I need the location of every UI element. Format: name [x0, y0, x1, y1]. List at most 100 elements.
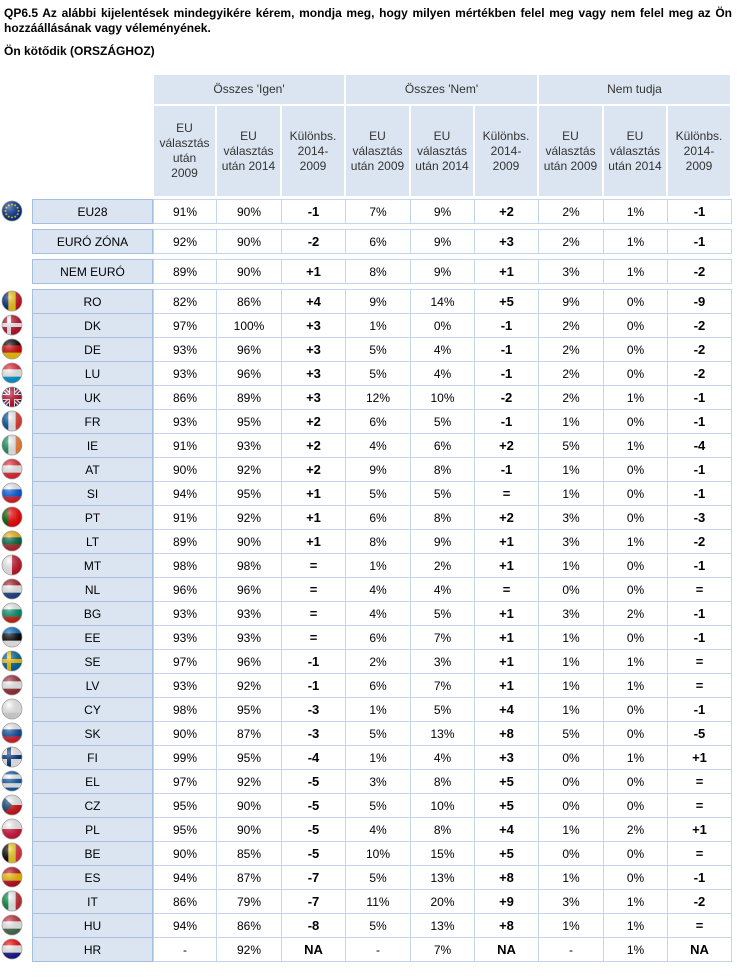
value-cell: 8%: [345, 529, 411, 554]
value-cell: 6%: [345, 229, 411, 254]
row-label: EL: [32, 769, 153, 794]
difference-cell: -1: [667, 409, 732, 434]
value-cell: 5%: [345, 481, 411, 506]
flag-icon: [1, 386, 23, 408]
value-cell: 96%: [216, 577, 282, 602]
value-cell: 97%: [153, 769, 217, 794]
value-cell: 8%: [410, 769, 475, 794]
value-cell: 1%: [345, 313, 411, 338]
value-cell: 1%: [603, 529, 668, 554]
value-cell: 5%: [345, 913, 411, 938]
value-cell: 0%: [538, 793, 604, 818]
difference-cell: -2: [474, 385, 539, 410]
value-cell: 6%: [345, 505, 411, 530]
flag-icon: [1, 698, 23, 720]
row-label: EU28: [32, 199, 153, 224]
difference-cell: -1: [667, 457, 732, 482]
value-cell: 0%: [538, 745, 604, 770]
difference-cell: +8: [474, 913, 539, 938]
difference-cell: +1: [474, 553, 539, 578]
value-cell: 0%: [603, 361, 668, 386]
row-label: DE: [32, 337, 153, 362]
value-cell: 9%: [345, 457, 411, 482]
flag-icon: [1, 434, 23, 456]
value-cell: 8%: [410, 817, 475, 842]
value-cell: 1%: [538, 865, 604, 890]
value-cell: 86%: [216, 289, 282, 314]
value-cell: 90%: [216, 793, 282, 818]
value-cell: 98%: [216, 553, 282, 578]
value-cell: 1%: [603, 259, 668, 284]
difference-cell: +8: [474, 721, 539, 746]
difference-cell: -3: [667, 505, 732, 530]
value-cell: 86%: [216, 913, 282, 938]
difference-cell: =: [667, 577, 732, 602]
value-cell: 96%: [216, 337, 282, 362]
value-cell: 2%: [345, 649, 411, 674]
value-cell: 95%: [216, 697, 282, 722]
flag-icon: [1, 314, 23, 336]
value-cell: 1%: [538, 481, 604, 506]
difference-cell: +2: [281, 409, 346, 434]
value-cell: 6%: [345, 673, 411, 698]
row-label: EE: [32, 625, 153, 650]
value-cell: 7%: [410, 625, 475, 650]
difference-cell: -1: [474, 361, 539, 386]
difference-cell: -2: [667, 313, 732, 338]
difference-cell: =: [667, 841, 732, 866]
difference-cell: -3: [281, 697, 346, 722]
value-cell: 8%: [410, 505, 475, 530]
difference-cell: +3: [474, 229, 539, 254]
difference-cell: -5: [281, 793, 346, 818]
difference-cell: =: [474, 481, 539, 506]
value-cell: 82%: [153, 289, 217, 314]
value-cell: 2%: [603, 817, 668, 842]
difference-cell: +3: [281, 361, 346, 386]
row-label: CY: [32, 697, 153, 722]
value-cell: 2%: [410, 553, 475, 578]
difference-cell: =: [667, 649, 732, 674]
subtitle: Ön kötődik (ORSZÁGHOZ): [4, 44, 155, 58]
value-cell: 0%: [603, 553, 668, 578]
difference-cell: -1: [667, 601, 732, 626]
value-cell: 3%: [538, 889, 604, 914]
value-cell: 11%: [345, 889, 411, 914]
value-cell: 93%: [153, 673, 217, 698]
value-cell: -: [345, 937, 411, 962]
difference-cell: -1: [667, 625, 732, 650]
row-label: SE: [32, 649, 153, 674]
flag-icon: [1, 482, 23, 504]
value-cell: 98%: [153, 697, 217, 722]
difference-cell: +5: [474, 769, 539, 794]
value-cell: 3%: [538, 601, 604, 626]
row-label: AT: [32, 457, 153, 482]
flag-icon: [1, 578, 23, 600]
value-cell: 1%: [603, 199, 668, 224]
difference-cell: -2: [667, 889, 732, 914]
value-cell: 8%: [410, 457, 475, 482]
flag-icon: [1, 200, 23, 222]
value-cell: 93%: [153, 337, 217, 362]
value-cell: 94%: [153, 481, 217, 506]
difference-cell: =: [667, 769, 732, 794]
difference-cell: +3: [281, 313, 346, 338]
value-cell: 93%: [153, 601, 217, 626]
value-cell: 3%: [538, 505, 604, 530]
value-cell: 91%: [153, 505, 217, 530]
value-cell: -: [153, 937, 217, 962]
difference-cell: -1: [667, 229, 732, 254]
difference-cell: -5: [667, 721, 732, 746]
value-cell: 2%: [538, 199, 604, 224]
value-cell: 7%: [410, 937, 475, 962]
value-cell: 9%: [410, 259, 475, 284]
row-label: NEM EURÓ: [32, 259, 153, 284]
value-cell: 1%: [538, 817, 604, 842]
value-cell: 5%: [410, 697, 475, 722]
value-cell: 97%: [153, 313, 217, 338]
value-cell: 1%: [603, 937, 668, 962]
value-cell: 5%: [345, 337, 411, 362]
value-cell: 4%: [410, 361, 475, 386]
difference-cell: -1: [281, 199, 346, 224]
difference-cell: +2: [474, 433, 539, 458]
row-label: CZ: [32, 793, 153, 818]
